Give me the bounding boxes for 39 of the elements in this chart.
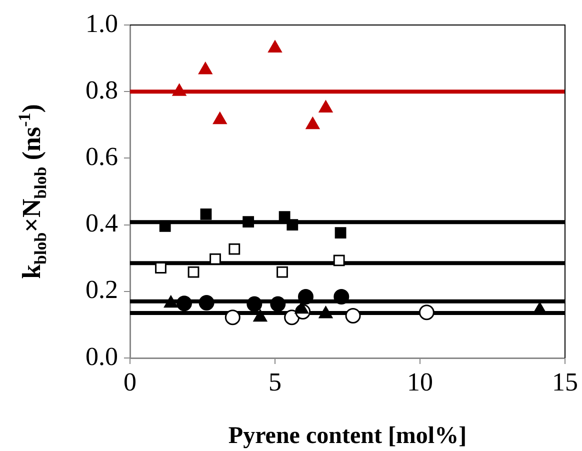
y-tick-label: 0.8 [86, 75, 118, 104]
point [228, 243, 240, 255]
point [176, 296, 192, 312]
point [200, 208, 212, 220]
point [333, 254, 345, 266]
point [172, 84, 186, 96]
x-axis-title: Pyrene content [mol%] [228, 423, 467, 449]
point [268, 40, 282, 53]
y-tick-label: 0.6 [86, 142, 118, 172]
x-tick-label: 15 [552, 367, 578, 396]
point [198, 62, 212, 74]
x-tick-label: 10 [407, 367, 433, 396]
x-tick-label: 0 [124, 367, 136, 396]
point [306, 117, 320, 130]
point [276, 266, 288, 278]
point [284, 310, 300, 326]
y-tick-label: 1.0 [86, 8, 118, 38]
x-tick-label: 5 [268, 367, 282, 396]
point [270, 296, 286, 312]
point [334, 288, 350, 304]
point [242, 216, 254, 228]
point [198, 294, 214, 310]
y-tick-label: 0.4 [86, 208, 118, 238]
point [318, 100, 333, 112]
point [418, 304, 434, 320]
point [345, 308, 361, 324]
point [213, 112, 227, 124]
point [224, 310, 240, 326]
point [155, 262, 166, 274]
point [188, 266, 200, 278]
y-axis-title: kblob×Nblob (ns-1) [15, 104, 50, 279]
point [246, 296, 262, 312]
point [286, 219, 298, 230]
point [210, 253, 221, 265]
point [334, 227, 346, 238]
point [159, 220, 171, 232]
y-tick-label: 0.2 [86, 275, 118, 304]
y-tick-label: 0.0 [86, 342, 118, 371]
point [298, 288, 314, 304]
